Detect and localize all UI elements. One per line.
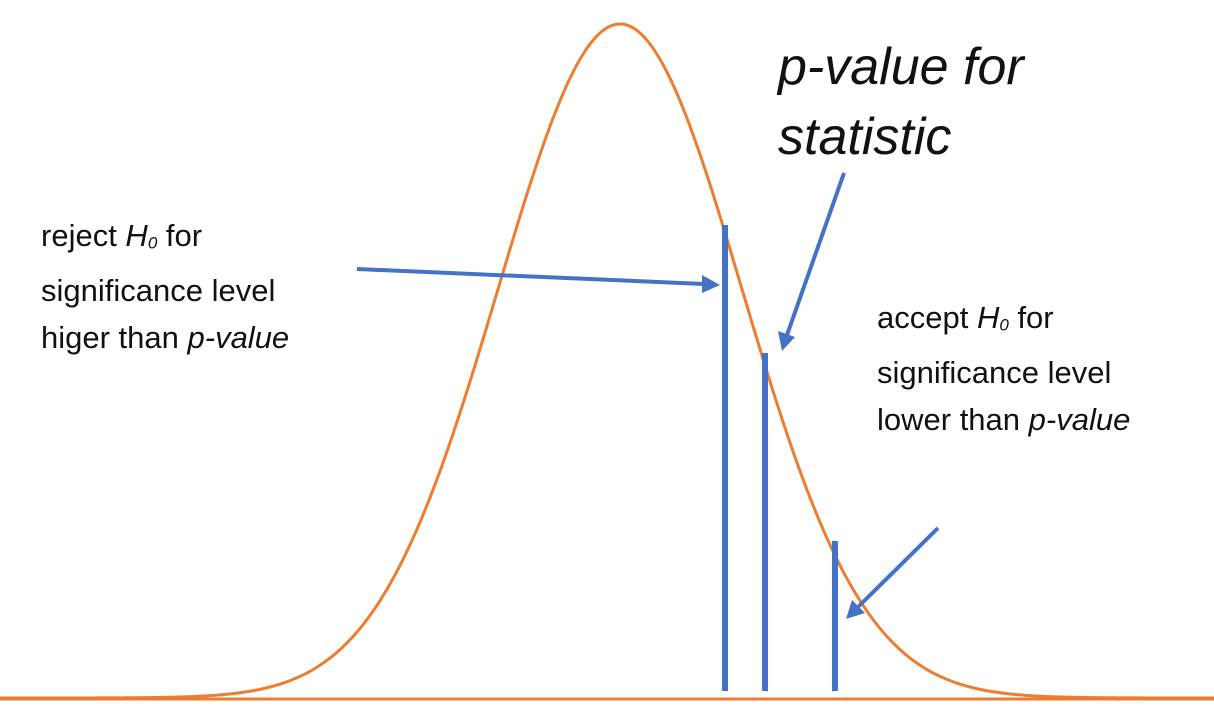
accept-line3-prefix: lower than bbox=[877, 401, 1029, 437]
reject-label-line-2: significance level bbox=[41, 272, 276, 308]
reject-label-line-3: higer than p-value bbox=[41, 314, 289, 361]
reject-h0-label: reject H0 for significance level higer t… bbox=[41, 212, 289, 361]
accept-label-line-3: lower than p-value bbox=[877, 396, 1130, 443]
accept-line3-pvalue: p-value bbox=[1028, 401, 1131, 437]
accept-suffix: for bbox=[1008, 300, 1054, 335]
reject-prefix: reject bbox=[41, 218, 126, 253]
h0-symbol: H0 bbox=[977, 300, 1009, 335]
reject-line3-prefix: higer than bbox=[41, 319, 188, 355]
h0-subscript: 0 bbox=[999, 315, 1009, 335]
bell-curve bbox=[0, 22, 1214, 700]
accept-label-line-1: accept H0 for bbox=[877, 294, 1130, 349]
accept-h0-label: accept H0 for significance level lower t… bbox=[877, 294, 1130, 443]
h0-letter: H bbox=[976, 300, 1000, 335]
accept-label-line-2: significance level bbox=[877, 354, 1112, 390]
reject-line3-pvalue: p-value bbox=[187, 319, 290, 355]
h0-subscript: 0 bbox=[147, 233, 158, 253]
pvalue-title: p-value for statistic bbox=[778, 32, 1024, 172]
reject-label-line-1: reject H0 for bbox=[41, 212, 289, 267]
accept-prefix: accept bbox=[877, 300, 977, 335]
h0-letter: H bbox=[125, 218, 148, 253]
pvalue-title-line-1: p-value for bbox=[778, 38, 1024, 96]
arrow-icon bbox=[356, 267, 720, 293]
h0-symbol: H0 bbox=[125, 218, 157, 253]
arrow-icon bbox=[778, 172, 846, 351]
reject-suffix: for bbox=[157, 218, 203, 253]
arrow-icon bbox=[846, 526, 940, 619]
pvalue-title-line-2: statistic bbox=[778, 108, 952, 166]
